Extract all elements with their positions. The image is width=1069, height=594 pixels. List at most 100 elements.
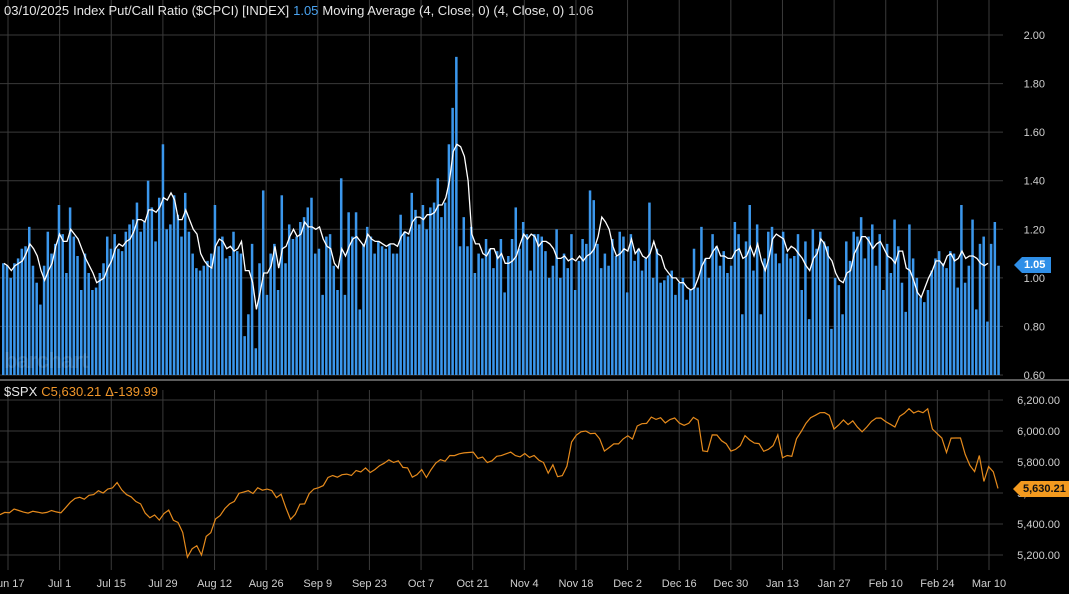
put-call-bar (581, 239, 584, 375)
put-call-bar (763, 258, 766, 375)
put-call-bar (588, 190, 592, 375)
put-call-bar (525, 234, 529, 375)
put-call-bar (13, 263, 16, 375)
put-call-bar (31, 265, 35, 375)
put-call-bar (659, 282, 662, 375)
x-axis: Jun 17 Jul 1 Jul 15 Jul 29 Aug 12 Aug 26 Sep 9… (0, 578, 1006, 590)
put-call-bar (228, 256, 232, 375)
put-call-bar (529, 270, 532, 375)
put-call-bar (949, 251, 952, 375)
put-call-bar (98, 273, 102, 375)
put-call-bar (9, 277, 12, 375)
put-call-bar (16, 258, 20, 375)
put-call-bar (139, 231, 142, 375)
put-call-bar (313, 253, 317, 375)
watermark-logo: barchart (4, 348, 89, 373)
upper-y-tick-label: 1.60 (1024, 127, 1045, 139)
put-call-bar (53, 243, 57, 375)
put-call-bar (700, 226, 703, 375)
put-call-bar (878, 234, 881, 375)
put-call-bar (726, 273, 729, 375)
put-call-bar (989, 243, 993, 375)
put-call-bar (254, 348, 258, 375)
upper-last-value-tag: 1.05 (1014, 257, 1052, 273)
put-call-bar (852, 231, 855, 375)
put-call-bar (882, 290, 885, 375)
x-tick-label: Mar 10 (972, 578, 1006, 590)
put-call-bar (447, 144, 451, 375)
put-call-bar (499, 239, 503, 375)
lower-y-tick-label: 6,200.00 (1017, 395, 1060, 407)
put-call-bar (117, 248, 120, 375)
x-tick-label: Dec 2 (613, 578, 642, 590)
put-call-bar (618, 231, 621, 375)
put-call-bar (109, 248, 113, 375)
put-call-bar (555, 229, 558, 375)
put-call-bar (941, 263, 945, 375)
put-call-bar (975, 309, 978, 375)
x-tick-label: Oct 21 (456, 578, 488, 590)
put-call-bar (120, 251, 124, 375)
put-call-bar (986, 321, 989, 375)
put-call-bar (72, 236, 76, 375)
put-call-bar (692, 248, 696, 375)
put-call-bar (800, 290, 803, 375)
put-call-bar (165, 229, 168, 375)
put-call-bar (94, 287, 98, 375)
moving-average-line (3, 143, 989, 310)
x-tick-label: Jan 27 (818, 578, 851, 590)
lower-y-tick-label: 6,000.00 (1017, 426, 1060, 438)
spx-path (0, 407, 999, 559)
put-call-bar (670, 270, 673, 375)
put-call-bar (395, 253, 399, 375)
put-call-bar (655, 248, 659, 375)
x-tick-label: Oct 7 (408, 578, 434, 590)
put-call-bar (796, 234, 800, 375)
lower-y-tick-label: 5,400.00 (1017, 519, 1060, 531)
put-call-bar (2, 263, 5, 375)
put-call-bar (544, 251, 547, 375)
put-call-bar (741, 314, 744, 375)
put-call-bar (674, 294, 677, 375)
put-call-bar (183, 192, 187, 375)
put-call-bar (815, 248, 818, 375)
put-call-bar (414, 209, 417, 375)
put-call-bar (436, 178, 440, 375)
put-call-bar (778, 263, 781, 375)
put-call-bar (65, 273, 68, 375)
put-call-bar (443, 202, 447, 375)
put-call-bar (180, 236, 183, 375)
put-call-bar (191, 253, 194, 375)
put-call-bar (206, 260, 209, 375)
put-call-bar (169, 224, 172, 375)
put-call-bar (321, 294, 324, 375)
put-call-bar (462, 217, 466, 375)
put-call-bar (952, 253, 956, 375)
put-call-bar (410, 192, 414, 375)
put-call-bar (536, 234, 540, 375)
put-call-bar (533, 234, 536, 375)
put-call-bar (540, 236, 544, 375)
put-call-bar (128, 224, 131, 375)
lower-gridlines (0, 390, 1003, 570)
put-call-bar (711, 234, 714, 375)
put-call-bar (102, 263, 105, 375)
put-call-bar (826, 246, 829, 375)
put-call-bar (57, 205, 61, 375)
lower-change: Δ-139.99 (105, 384, 159, 399)
put-call-bar (874, 265, 878, 375)
put-call-bar (859, 217, 863, 375)
put-call-bar (221, 236, 224, 375)
upper-y-tick-label: 2.00 (1024, 30, 1045, 42)
put-call-bar (993, 222, 997, 375)
put-call-bar (131, 219, 135, 375)
put-call-bar (440, 217, 443, 375)
put-call-bar (24, 246, 27, 375)
put-call-bar (209, 253, 213, 375)
put-call-bar (369, 236, 373, 375)
put-call-bar (923, 302, 926, 375)
put-call-bar (611, 239, 614, 375)
put-call-bar (276, 290, 280, 375)
put-call-bars (2, 56, 1000, 375)
put-call-bar (154, 241, 157, 375)
